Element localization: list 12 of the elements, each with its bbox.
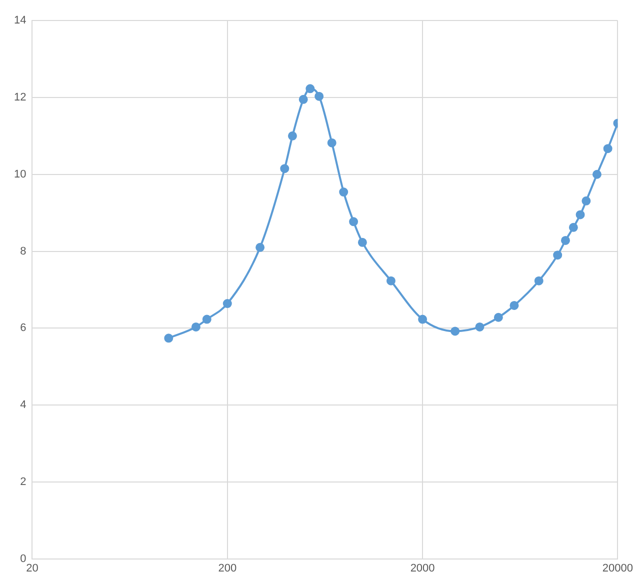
y-tick-label: 0 — [20, 552, 26, 565]
y-tick-label: 8 — [20, 245, 26, 258]
y-tick-label: 2 — [20, 476, 26, 488]
y-tick-label: 10 — [14, 168, 26, 180]
x-tick-label: 20000 — [602, 562, 634, 574]
y-tick-label: 12 — [14, 92, 26, 104]
y-tick-label: 4 — [20, 399, 26, 412]
x-tick-label: 2000 — [410, 562, 435, 574]
y-tick-label: 14 — [14, 14, 26, 27]
x-tick-label: 20 — [26, 562, 38, 574]
y-tick-label: 6 — [20, 322, 26, 334]
x-tick-label: 200 — [218, 562, 237, 574]
